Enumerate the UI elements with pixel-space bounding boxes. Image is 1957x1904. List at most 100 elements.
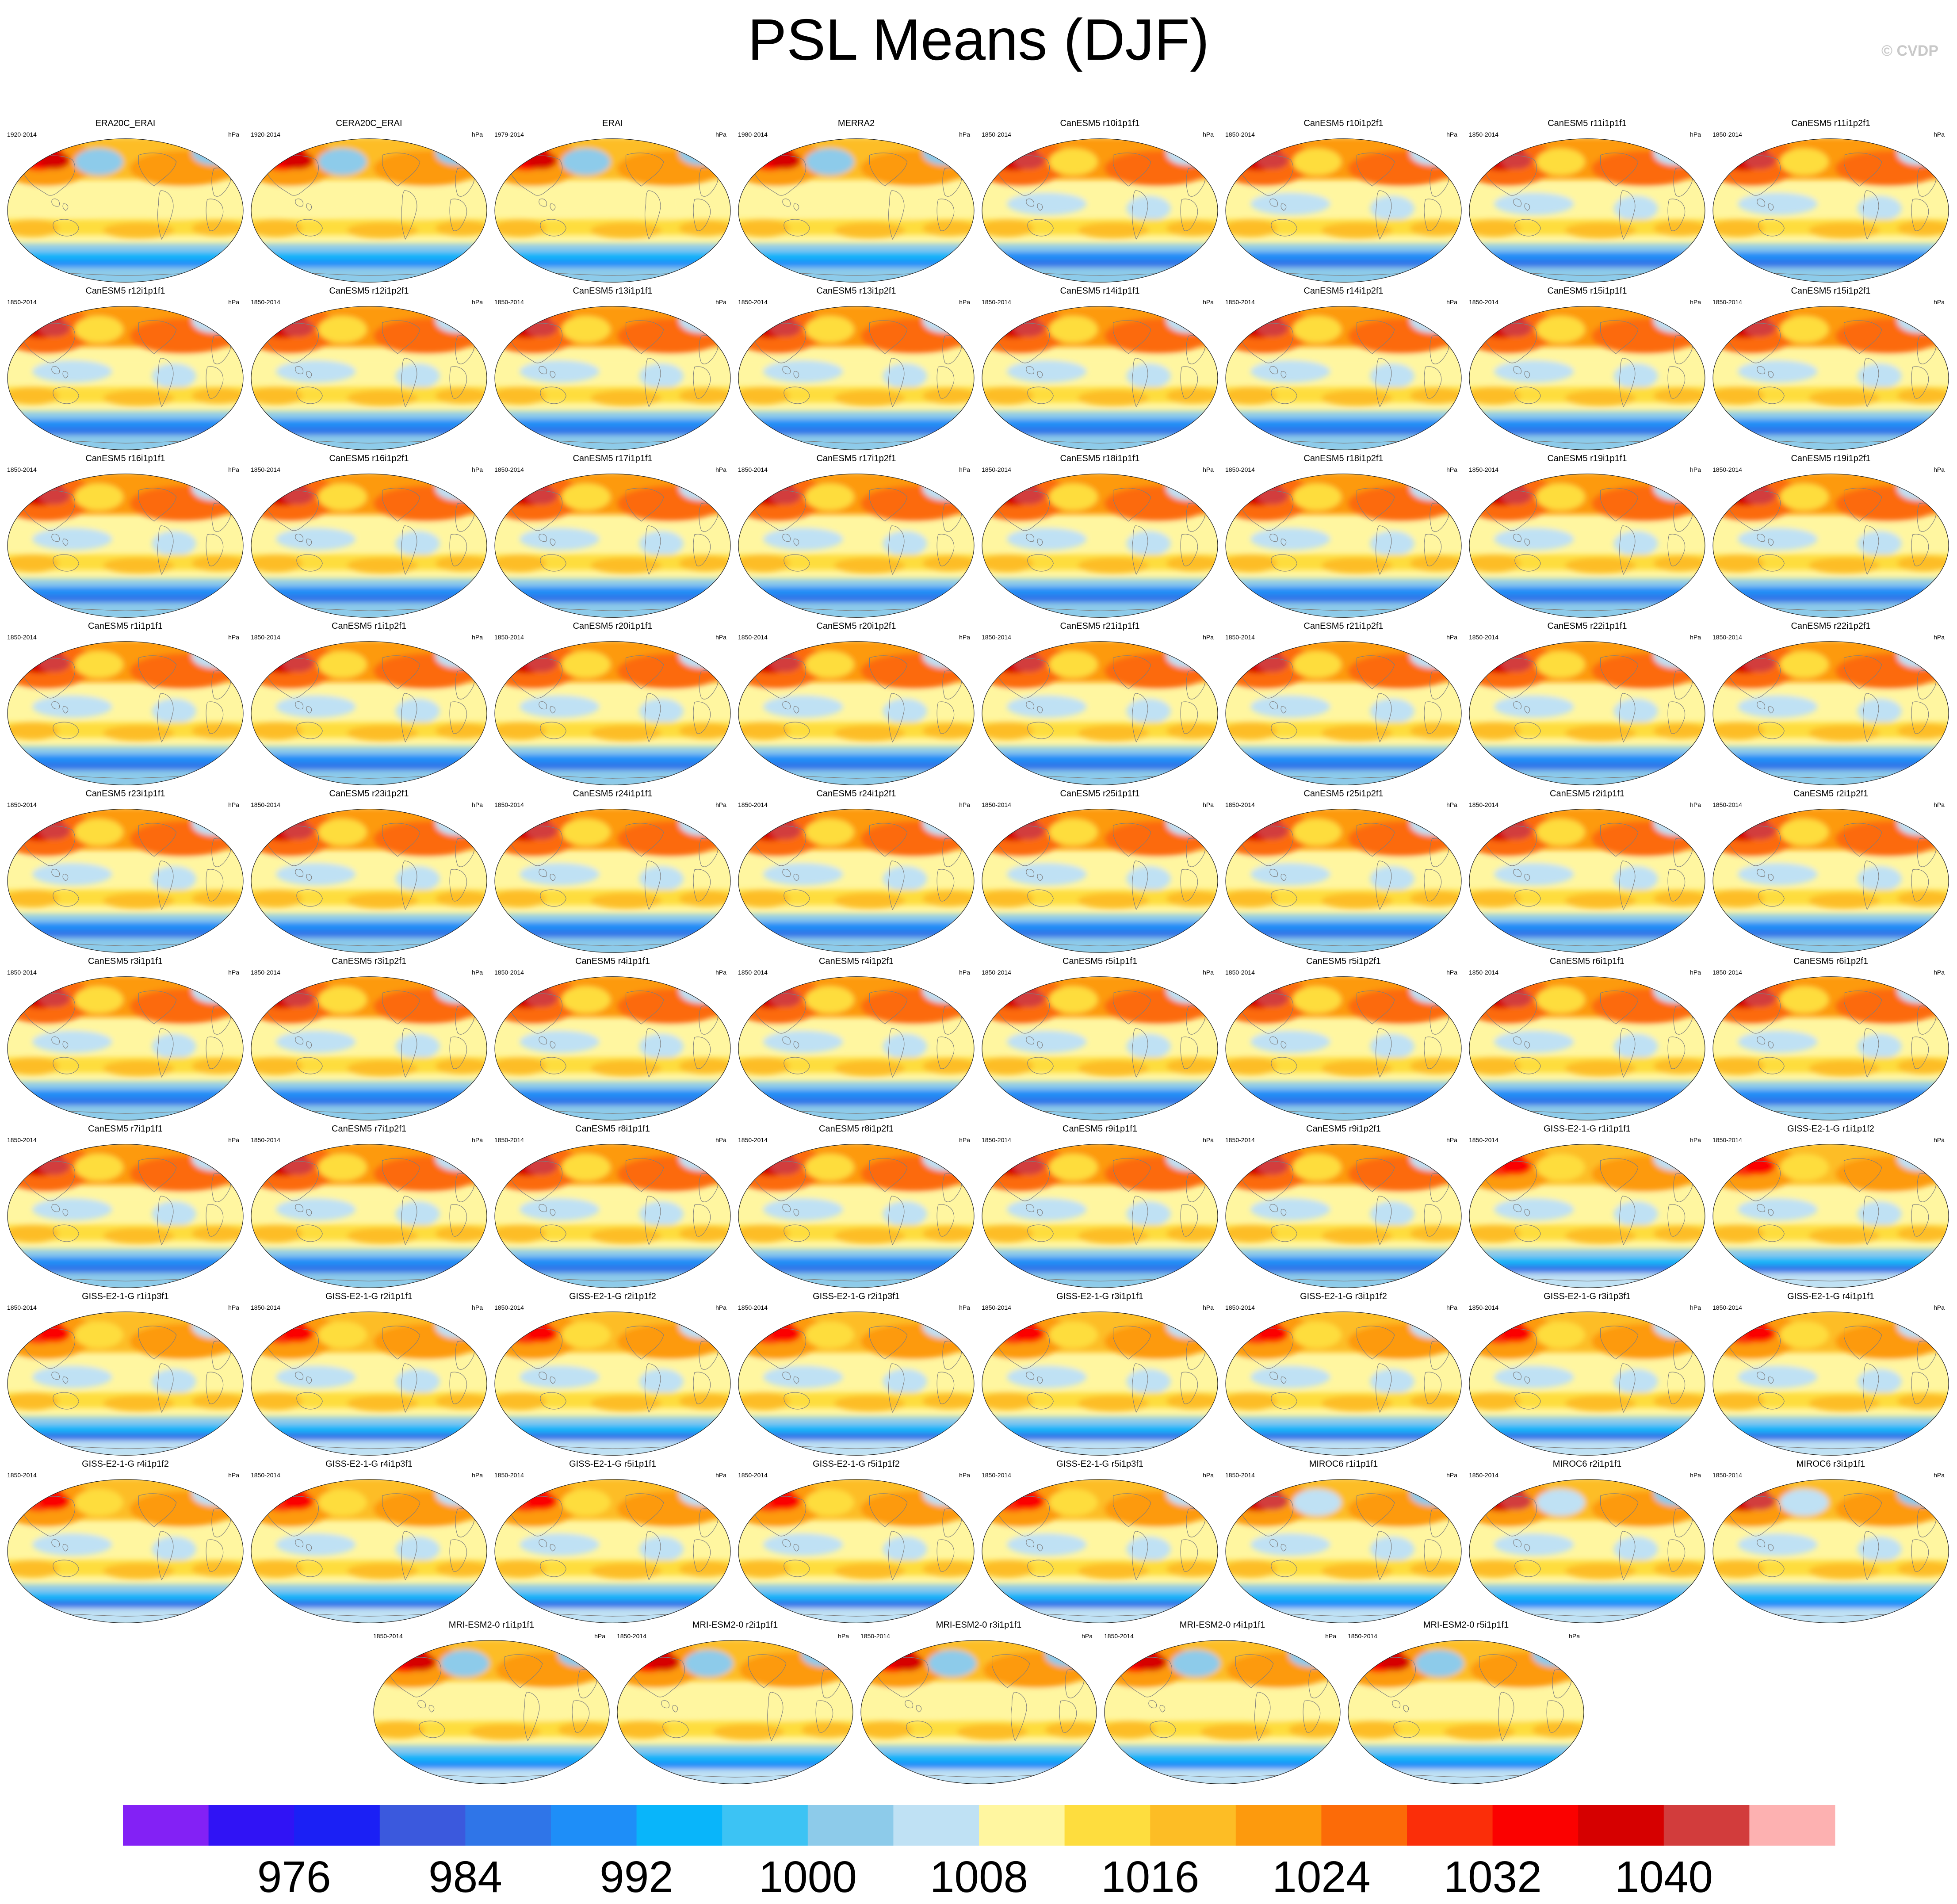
psl-map — [1225, 138, 1462, 283]
map-field — [251, 138, 487, 283]
panel-units: hPa — [715, 1472, 726, 1479]
panel-years: 1850-2014 — [1712, 1472, 1742, 1479]
map-field — [1713, 976, 1949, 1120]
map-field — [1469, 809, 1705, 953]
panel-units: hPa — [1203, 1136, 1214, 1143]
panel-years: 1850-2014 — [1104, 1633, 1134, 1640]
psl-map — [1712, 138, 1949, 283]
map-field — [982, 1144, 1218, 1288]
psl-map — [738, 1479, 975, 1623]
panel-title: CanESM5 r19i1p1f1 — [1547, 454, 1627, 463]
colorbar-swatch — [294, 1805, 380, 1846]
map-field — [1226, 474, 1461, 618]
panel-years: 1850-2014 — [1225, 634, 1255, 641]
panel-title: CanESM5 r15i1p1f1 — [1547, 286, 1627, 296]
panel-years: 1850-2014 — [1348, 1633, 1377, 1640]
map-field — [251, 976, 487, 1120]
map-panel: CanESM5 r13i1p2f1 1850-2014 hPa — [734, 286, 978, 451]
panel-units: hPa — [472, 969, 483, 976]
map-panel: CanESM5 r19i1p2f1 1850-2014 hPa — [1709, 454, 1953, 619]
map-panel: CanESM5 r16i1p2f1 1850-2014 hPa — [247, 454, 491, 619]
panel-title: GISS-E2-1-G r3i1p1f2 — [1300, 1292, 1387, 1301]
map-field — [738, 809, 974, 953]
map-field — [251, 1479, 487, 1623]
map-field — [1226, 976, 1461, 1120]
map-field — [1713, 641, 1949, 785]
psl-map — [738, 809, 975, 953]
map-field — [738, 1144, 974, 1288]
panel-title: CanESM5 r8i1p1f1 — [575, 1124, 650, 1134]
map-panel: GISS-E2-1-G r1i1p3f1 1850-2014 hPa — [4, 1292, 247, 1457]
psl-map — [494, 641, 731, 785]
panel-units: hPa — [959, 1136, 970, 1143]
map-field — [1226, 306, 1461, 450]
psl-map — [494, 138, 731, 283]
psl-map — [494, 1144, 731, 1288]
map-field — [1713, 1479, 1949, 1623]
panel-units: hPa — [1569, 1633, 1580, 1640]
panel-title: CanESM5 r25i1p2f1 — [1303, 789, 1384, 799]
map-panel: CanESM5 r7i1p1f1 1850-2014 hPa — [4, 1124, 247, 1289]
panel-years: 1850-2014 — [982, 634, 1011, 641]
map-panel: MERRA2 1980-2014 hPa — [734, 119, 978, 284]
map-panel: CanESM5 r19i1p1f1 1850-2014 hPa — [1465, 454, 1709, 619]
panel-title: GISS-E2-1-G r1i1p3f1 — [82, 1292, 169, 1301]
panel-years: 1850-2014 — [1712, 1136, 1742, 1143]
psl-map — [1712, 809, 1949, 953]
panel-years: 1850-2014 — [1469, 1472, 1498, 1479]
panel-units: hPa — [715, 1136, 726, 1143]
panel-years: 1850-2014 — [7, 1136, 37, 1143]
panel-years: 1850-2014 — [251, 969, 280, 976]
map-panel: CanESM5 r17i1p2f1 1850-2014 hPa — [734, 454, 978, 619]
map-panel: CanESM5 r25i1p2f1 1850-2014 hPa — [1222, 789, 1465, 954]
map-panel: CanESM5 r2i1p1f1 1850-2014 hPa — [1465, 789, 1709, 954]
map-panel: CanESM5 r3i1p1f1 1850-2014 hPa — [4, 956, 247, 1122]
panel-units: hPa — [228, 969, 239, 976]
psl-map — [1225, 641, 1462, 785]
map-panel: CanESM5 r1i1p2f1 1850-2014 hPa — [247, 621, 491, 787]
map-field — [1226, 138, 1461, 283]
colorbar-tick-label: 1000 — [758, 1852, 857, 1902]
map-panel: CanESM5 r23i1p1f1 1850-2014 hPa — [4, 789, 247, 954]
panel-years: 1850-2014 — [7, 298, 37, 306]
panel-title: CanESM5 r4i1p1f1 — [575, 956, 650, 966]
panel-units: hPa — [1446, 1136, 1457, 1143]
map-field — [1469, 976, 1705, 1120]
panel-units: hPa — [228, 1472, 239, 1479]
panel-units: hPa — [959, 634, 970, 641]
psl-map — [1225, 976, 1462, 1120]
panel-title: CanESM5 r12i1p1f1 — [85, 286, 165, 296]
panel-years: 1850-2014 — [1225, 1136, 1255, 1143]
map-field — [8, 809, 243, 953]
map-panel: MIROC6 r2i1p1f1 1850-2014 hPa — [1465, 1459, 1709, 1625]
colorbar-tick-label: 976 — [257, 1852, 331, 1902]
map-panel: CanESM5 r10i1p1f1 1850-2014 hPa — [978, 119, 1222, 284]
panel-title: CanESM5 r7i1p1f1 — [88, 1124, 163, 1134]
map-panel: CanESM5 r17i1p1f1 1850-2014 hPa — [491, 454, 734, 619]
psl-map — [1712, 976, 1949, 1120]
panel-units: hPa — [1690, 634, 1701, 641]
psl-map — [251, 641, 487, 785]
psl-map — [1469, 1479, 1705, 1623]
map-field — [1713, 1311, 1949, 1456]
panel-units: hPa — [1203, 1304, 1214, 1311]
map-field — [982, 1479, 1218, 1623]
panel-years: 1850-2014 — [1469, 1304, 1498, 1311]
psl-map — [494, 474, 731, 618]
panel-title: CanESM5 r2i1p2f1 — [1793, 789, 1868, 799]
psl-map — [1712, 1479, 1949, 1623]
psl-map — [1469, 641, 1705, 785]
panel-units: hPa — [1446, 801, 1457, 808]
panel-title: CanESM5 r22i1p1f1 — [1547, 621, 1627, 631]
map-panel: CanESM5 r6i1p1f1 1850-2014 hPa — [1465, 956, 1709, 1122]
panel-units: hPa — [1690, 969, 1701, 976]
map-field — [495, 976, 730, 1120]
panel-units: hPa — [472, 466, 483, 473]
map-panel: CanESM5 r20i1p1f1 1850-2014 hPa — [491, 621, 734, 787]
panel-units: hPa — [959, 466, 970, 473]
psl-map — [251, 1311, 487, 1456]
psl-map — [251, 1144, 487, 1288]
panel-units: hPa — [959, 131, 970, 138]
psl-map — [494, 976, 731, 1120]
panel-title: CanESM5 r3i1p1f1 — [88, 956, 163, 966]
